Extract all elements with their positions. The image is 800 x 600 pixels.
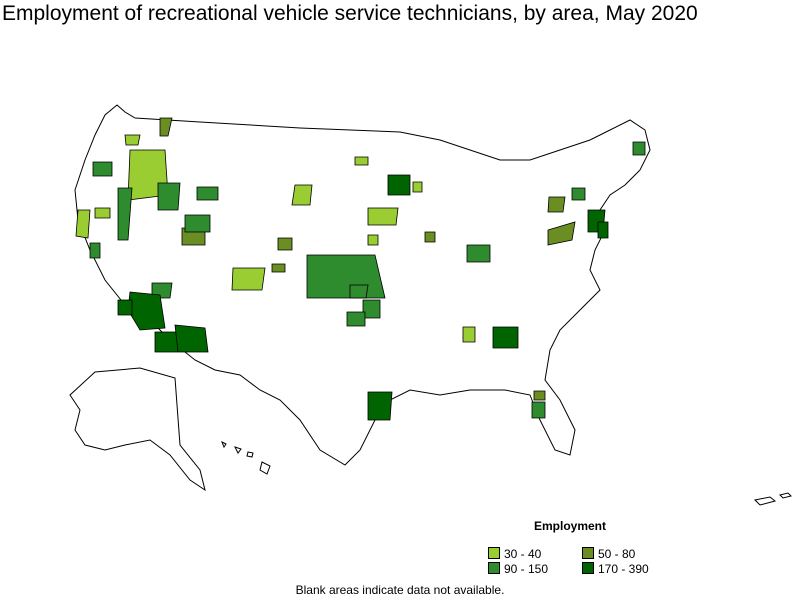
legend-title: Employment	[534, 519, 607, 533]
legend-swatch	[488, 562, 500, 574]
hawaii-islands	[221, 440, 271, 475]
legend-item-170-390: 170 - 390	[582, 562, 649, 576]
legend-swatch	[582, 547, 594, 559]
area-90-150	[89, 141, 646, 419]
map-title: Employment of recreational vehicle servi…	[2, 2, 698, 25]
legend-item-90-150: 90 - 150	[488, 562, 548, 576]
legend-item-30-40: 30 - 40	[488, 547, 541, 561]
data-availability-note: Blank areas indicate data not available.	[295, 583, 505, 597]
area-30-40	[75, 134, 476, 343]
alaska-outline	[69, 367, 206, 492]
legend-item-50-80: 50 - 80	[582, 547, 635, 561]
legend-swatch	[582, 562, 594, 574]
caribbean-islands	[753, 492, 792, 506]
legend-swatch	[488, 547, 500, 559]
area-170-390	[117, 174, 609, 421]
